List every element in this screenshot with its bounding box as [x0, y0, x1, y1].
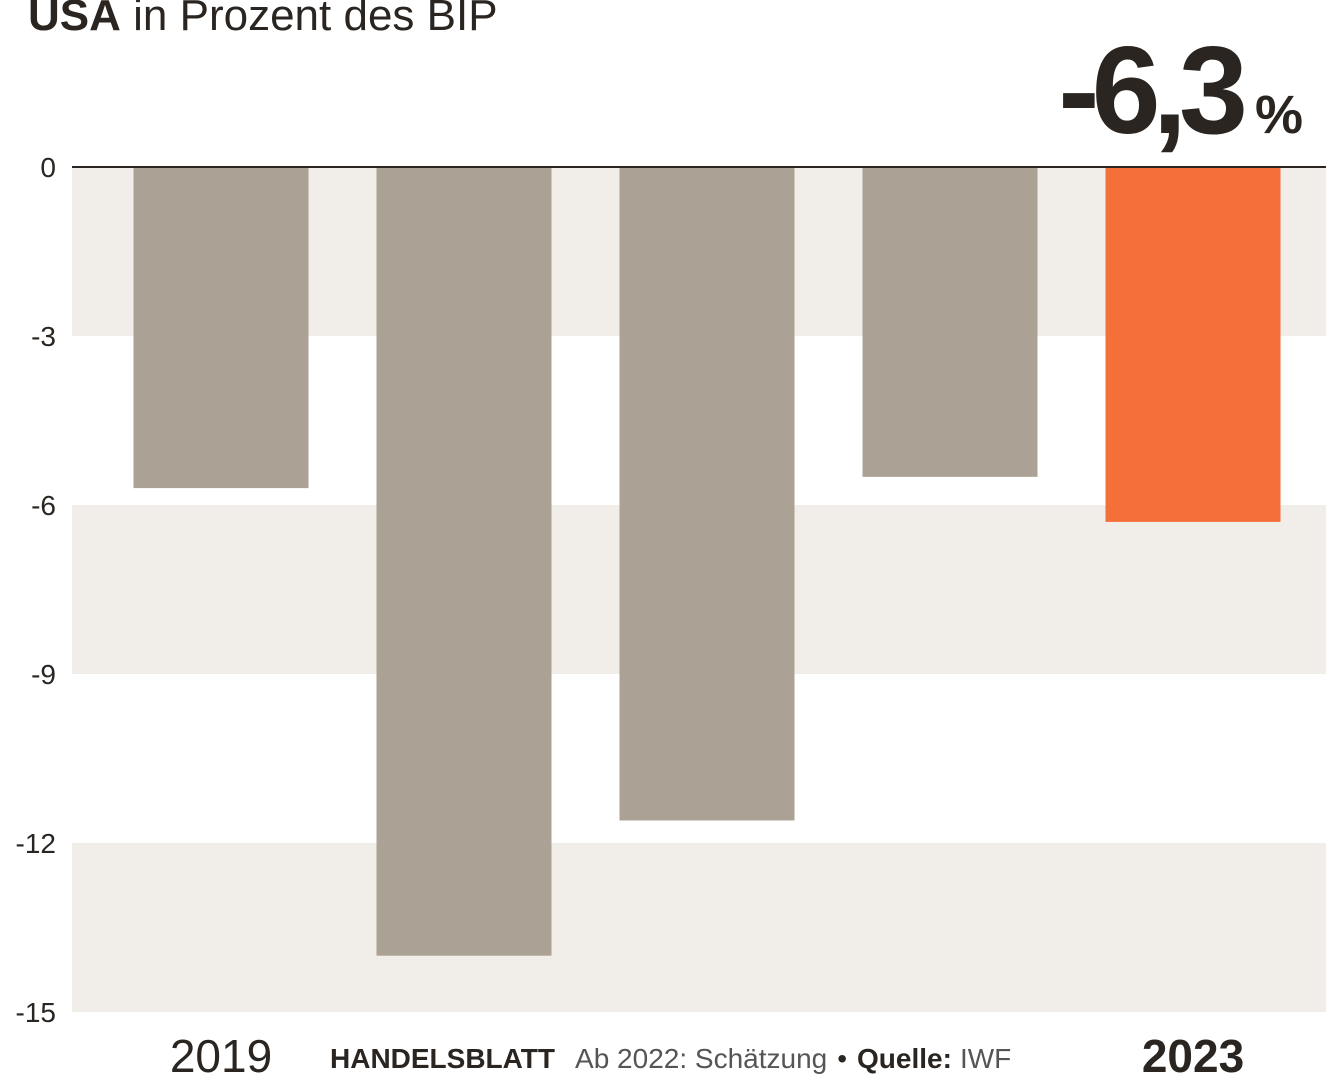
- x-tick-label: 2019: [170, 1030, 272, 1075]
- y-tick-label: -12: [16, 828, 56, 859]
- footer-brand: HANDELSBLATT: [330, 1043, 555, 1074]
- bar: [1105, 167, 1281, 522]
- footer-source-label: Quelle:: [857, 1043, 952, 1074]
- y-tick-label: -9: [31, 659, 56, 690]
- background-band: [72, 843, 1326, 1012]
- value-label-part: %: [1240, 85, 1303, 145]
- bar: [619, 167, 795, 821]
- footer-note: Ab 2022: Schätzung: [575, 1043, 827, 1074]
- value-label: -6,3 %: [1058, 22, 1303, 160]
- plot: 0 -3 -6 -9 -12 -15 2019 2023 -6,3 %: [16, 22, 1326, 1075]
- y-tick-label: -15: [16, 997, 56, 1028]
- footer-separator: •: [837, 1043, 847, 1074]
- chart-title: USA in Prozent des BIP: [28, 0, 498, 40]
- y-tick-label: -3: [31, 321, 56, 352]
- x-tick-label: 2023: [1142, 1030, 1244, 1075]
- value-label-part: -6,3: [1058, 22, 1244, 160]
- footer: HANDELSBLATT Ab 2022: Schätzung • Quelle: IW…: [330, 1043, 1011, 1074]
- bar: [376, 167, 552, 956]
- title-bold: USA: [28, 0, 121, 40]
- y-tick-label: 0: [40, 152, 56, 183]
- bar: [862, 167, 1038, 477]
- bar: [133, 167, 309, 489]
- footer-source: IWF: [960, 1043, 1011, 1074]
- title-rest: in Prozent des BIP: [133, 0, 497, 40]
- y-tick-label: -6: [31, 490, 56, 521]
